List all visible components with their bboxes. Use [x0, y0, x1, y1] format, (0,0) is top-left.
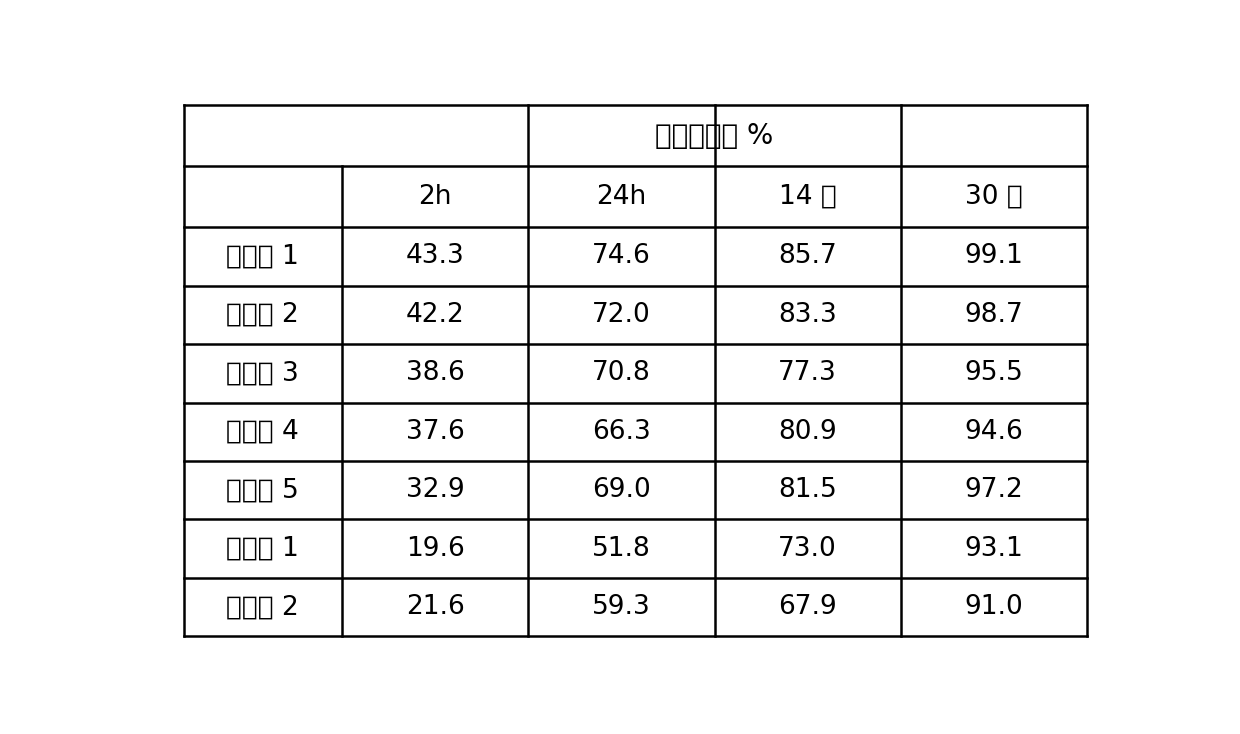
Text: 97.2: 97.2 — [965, 477, 1023, 504]
Text: 实施例 3: 实施例 3 — [227, 360, 299, 386]
Text: 72.0: 72.0 — [591, 302, 651, 328]
Text: 2h: 2h — [418, 184, 451, 210]
Text: 37.6: 37.6 — [405, 419, 465, 445]
Text: 83.3: 83.3 — [779, 302, 837, 328]
Text: 实施例 2: 实施例 2 — [227, 302, 299, 328]
Text: 99.1: 99.1 — [965, 244, 1023, 269]
Text: 51.8: 51.8 — [591, 536, 651, 562]
Text: 95.5: 95.5 — [965, 360, 1023, 386]
Text: 70.8: 70.8 — [591, 360, 651, 386]
Text: 实施例 5: 实施例 5 — [227, 477, 299, 504]
Text: 38.6: 38.6 — [405, 360, 465, 386]
Text: 32.9: 32.9 — [405, 477, 465, 504]
Text: 对比例 1: 对比例 1 — [227, 536, 299, 562]
Text: 对比例 2: 对比例 2 — [227, 594, 299, 620]
Text: 69.0: 69.0 — [591, 477, 651, 504]
Text: 24h: 24h — [596, 184, 646, 210]
Text: 30 天: 30 天 — [965, 184, 1023, 210]
Text: 93.1: 93.1 — [965, 536, 1023, 562]
Text: 80.9: 80.9 — [779, 419, 837, 445]
Text: 实施例 1: 实施例 1 — [227, 244, 299, 269]
Text: 91.0: 91.0 — [965, 594, 1023, 620]
Text: 94.6: 94.6 — [965, 419, 1023, 445]
Text: 73.0: 73.0 — [779, 536, 837, 562]
Text: 67.9: 67.9 — [779, 594, 837, 620]
Text: 98.7: 98.7 — [965, 302, 1023, 328]
Text: 66.3: 66.3 — [591, 419, 651, 445]
Text: 甲醛净化率 %: 甲醛净化率 % — [656, 122, 774, 150]
Text: 42.2: 42.2 — [405, 302, 465, 328]
Text: 77.3: 77.3 — [779, 360, 837, 386]
Text: 43.3: 43.3 — [405, 244, 465, 269]
Text: 81.5: 81.5 — [779, 477, 837, 504]
Text: 59.3: 59.3 — [591, 594, 651, 620]
Text: 19.6: 19.6 — [405, 536, 465, 562]
Text: 74.6: 74.6 — [591, 244, 651, 269]
Text: 85.7: 85.7 — [779, 244, 837, 269]
Text: 14 天: 14 天 — [779, 184, 837, 210]
Text: 实施例 4: 实施例 4 — [227, 419, 299, 445]
Text: 21.6: 21.6 — [405, 594, 465, 620]
